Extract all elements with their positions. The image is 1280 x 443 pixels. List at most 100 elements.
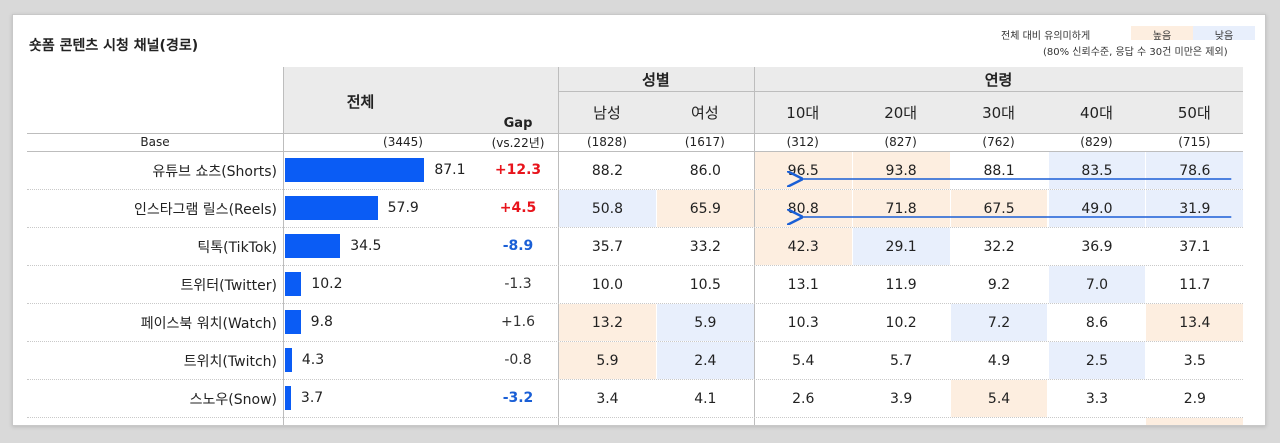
cell-r3-c0: 10.0 <box>591 276 624 293</box>
cell-r0-c0: 88.2 <box>591 162 624 179</box>
gap-value-1: +4.5 <box>499 200 537 216</box>
cell-r2-c6: 37.1 <box>1179 238 1211 255</box>
bar-value-1: 57.9 <box>387 200 419 216</box>
gender-group-bg <box>558 67 754 91</box>
bar-total-6 <box>285 386 291 410</box>
group-divider-line <box>558 91 1244 92</box>
legend-low-label: 낮음 <box>1214 31 1234 42</box>
column-base-5: (829) <box>1080 135 1113 149</box>
cell-r6-c3: 3.9 <box>890 390 913 407</box>
cell-r2-c3: 29.1 <box>852 228 950 265</box>
bar-value-5: 4.3 <box>301 352 325 368</box>
row-label-4: 페이스북 워치(Watch) <box>140 316 277 332</box>
cell-r4-c2: 10.3 <box>787 314 819 331</box>
column-header-4: 30대 <box>982 103 1015 122</box>
bar-total-3 <box>285 272 302 296</box>
total-header-bg <box>283 67 558 133</box>
cell-r5-c4: 4.9 <box>987 352 1011 369</box>
cell-r6-c4: 5.4 <box>950 380 1048 417</box>
row-divider-1 <box>27 227 1243 228</box>
base-bottom-line <box>27 151 1243 152</box>
bar-total-5 <box>285 348 292 372</box>
cell-r1-c6: 31.9 <box>1146 190 1244 227</box>
cell-cutoff-hint <box>1146 418 1244 425</box>
row-divider-5 <box>27 379 1243 380</box>
cell-r2-c2: 42.3 <box>754 228 852 265</box>
gap-value-4: +1.6 <box>501 314 535 330</box>
cell-r3-c5: 7.0 <box>1048 266 1146 303</box>
bar-total-1 <box>285 196 378 220</box>
bar-value-3: 10.2 <box>311 276 343 292</box>
cell-r6-c1: 4.1 <box>694 390 717 407</box>
cell-r0-c6: 78.6 <box>1146 152 1244 189</box>
row-label-1: 인스타그램 릴스(Reels) <box>133 202 277 218</box>
cell-r4-c6: 13.4 <box>1146 304 1244 341</box>
row-divider-3 <box>27 303 1243 304</box>
cell-r1-c3: 71.8 <box>852 190 950 227</box>
row-divider-4 <box>27 341 1243 342</box>
legend-high-swatch <box>1131 26 1193 40</box>
column-header-0: 남성 <box>593 103 621 122</box>
cell-r5-c3: 5.7 <box>890 352 913 369</box>
row-divider-2 <box>27 265 1243 266</box>
gender-age-divider <box>753 67 755 425</box>
cell-r2-c5: 36.9 <box>1081 238 1113 255</box>
cell-r3-c1: 10.5 <box>689 276 721 293</box>
column-base-6: (715) <box>1178 135 1211 149</box>
row-label-6: 스노우(Snow) <box>189 392 277 408</box>
legend-high-label: 높음 <box>1152 31 1172 42</box>
cell-r1-c1: 65.9 <box>656 190 754 227</box>
cell-r2-c4: 32.2 <box>983 238 1015 255</box>
gap-value-3: -1.3 <box>504 276 532 292</box>
cell-r4-c1: 5.9 <box>656 304 754 341</box>
cell-r0-c1: 86.0 <box>689 162 721 179</box>
bar-total-0 <box>285 158 425 182</box>
gap-value-0: +12.3 <box>494 162 542 178</box>
total-header: 전체 <box>346 92 375 111</box>
bar-total-4 <box>285 310 301 334</box>
cell-r0-c3: 93.8 <box>852 152 950 189</box>
age-group-bg <box>753 67 1244 91</box>
column-base-2: (312) <box>786 135 819 149</box>
base-label: Base <box>140 135 170 149</box>
cell-r2-c1: 33.2 <box>689 238 721 255</box>
row-divider-6 <box>27 417 1243 418</box>
column-base-4: (762) <box>982 135 1015 149</box>
column-header-3: 20대 <box>884 103 918 122</box>
total-base: (3445) <box>383 135 423 149</box>
data-table: 전체 Gap 성별 연령 남성 여성 10대 20대 30대 40대 50대 Base (3445) (v… <box>27 67 1244 425</box>
row-label-5: 트위치(Twitch) <box>183 354 277 370</box>
bar-value-2: 34.5 <box>350 238 382 254</box>
column-header-2: 10대 <box>786 103 820 122</box>
column-header-6: 50대 <box>1177 103 1211 122</box>
column-header-bg <box>558 91 1244 133</box>
cell-r6-c5: 3.3 <box>1085 390 1109 407</box>
cell-r0-c5: 83.5 <box>1048 152 1146 189</box>
label-col-divider <box>283 67 284 425</box>
total-col-divider <box>558 67 559 425</box>
cell-r1-c5: 49.0 <box>1048 190 1146 227</box>
gap-value-5: -0.8 <box>504 352 532 368</box>
cell-r5-c2: 5.4 <box>792 352 815 369</box>
cell-r6-c2: 2.6 <box>792 390 815 407</box>
chart-card: 숏폼 콘텐츠 시청 채널(경로) 전체 대비 유의미하게 (80% 신뢰수준, … <box>12 14 1266 426</box>
header-bottom-line <box>27 133 1243 134</box>
column-header-5: 40대 <box>1080 103 1113 122</box>
cell-r4-c5: 8.6 <box>1085 314 1109 331</box>
chart-title: 숏폼 콘텐츠 시청 채널(경로) <box>29 38 199 54</box>
cell-r3-c6: 11.7 <box>1179 276 1211 293</box>
cell-r6-c6: 2.9 <box>1183 390 1206 407</box>
cell-r5-c0: 5.9 <box>559 342 656 379</box>
cell-r3-c4: 9.2 <box>987 276 1011 293</box>
cell-r0-c4: 88.1 <box>983 162 1015 179</box>
cell-r2-c0: 35.7 <box>591 238 624 255</box>
cell-r5-c6: 3.5 <box>1183 352 1206 369</box>
cell-r0-c2: 96.5 <box>754 152 852 189</box>
cell-r5-c1: 2.4 <box>656 342 754 379</box>
age-group-header: 연령 <box>984 70 1013 89</box>
legend-low-swatch <box>1193 26 1255 40</box>
column-base-0: (1828) <box>586 135 627 149</box>
column-base-3: (827) <box>884 135 917 149</box>
cell-r5-c5: 2.5 <box>1048 342 1146 379</box>
cell-r4-c0: 13.2 <box>559 304 656 341</box>
